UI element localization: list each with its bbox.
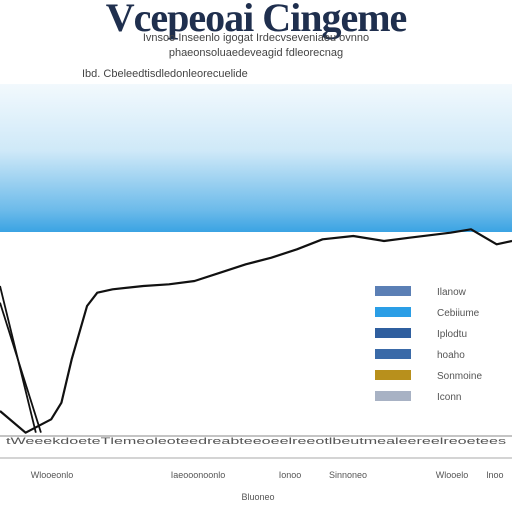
legend-swatch-3 — [375, 328, 411, 338]
series-line-1 — [0, 228, 512, 434]
legend: Ilanow Cebiiume Iplodtu hoaho Sonmoine Iconn — [375, 286, 482, 403]
legend-swatch-5 — [375, 370, 411, 380]
bottom-label-6: lnoo — [486, 470, 503, 480]
series-line-3 — [0, 302, 42, 433]
bottom-label-2: Iaeooonoonlo — [171, 470, 226, 480]
bottom-label-5: Wlooelo — [436, 470, 469, 480]
chart-subtitle-1: Ivnsoo Inseenlo igogat Irdecvseveniaeu o… — [142, 32, 370, 44]
chart-subtitle-2: phaeonsoluaedeveagid fdleorecnag — [168, 47, 344, 59]
legend-label-3: Iplodtu — [437, 329, 467, 340]
series-lines — [0, 228, 512, 434]
legend-label-6: Iconn — [437, 392, 461, 403]
x-axis-title: Bluoneo — [241, 492, 274, 502]
header-gradient-band — [0, 84, 512, 232]
legend-label-2: Cebiiume — [437, 308, 480, 319]
bottom-labels: Wlooeonlo Iaeooonoonlo Ionoo Sinnoneo Wlooel… — [31, 470, 504, 480]
legend-label-4: hoaho — [437, 350, 465, 361]
legend-swatch-1 — [375, 286, 411, 296]
legend-swatch-4 — [375, 349, 411, 359]
bottom-label-4: Sinnoneo — [329, 470, 367, 480]
legend-label-5: Sonmoine — [437, 371, 482, 382]
legend-swatch-2 — [375, 307, 411, 317]
chart-subtitle-3: Ibd. Cbeleedtisdledonleorecuelide — [82, 68, 248, 80]
bottom-label-1: Wlooeonlo — [31, 470, 74, 480]
legend-swatch-6 — [375, 391, 411, 401]
x-tick-row: tWeeekdoeteTlemeoleoteedreabteeoeelreeot… — [6, 436, 507, 446]
legend-label-1: Ilanow — [437, 287, 467, 298]
chart-title: Vcepeoai Cingeme — [105, 0, 408, 40]
bottom-label-3: Ionoo — [279, 470, 302, 480]
